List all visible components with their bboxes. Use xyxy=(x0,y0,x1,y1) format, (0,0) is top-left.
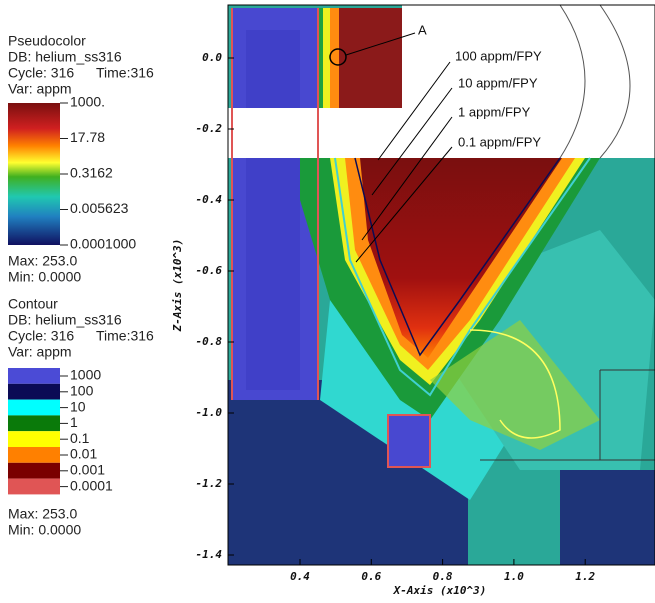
legend-cycle: Cycle: 316 xyxy=(8,65,74,81)
plot-area xyxy=(228,5,655,565)
legend-time: Time:316 xyxy=(96,65,154,81)
legend-var: Var: appm xyxy=(8,344,72,360)
x-tick-label: 1.2 xyxy=(575,570,595,583)
legend-var: Var: appm xyxy=(8,81,72,97)
y-tick-label: -1.2 xyxy=(196,477,223,490)
contour-label: 1 xyxy=(70,414,78,430)
annotation: 0.1 appm/FPY xyxy=(458,134,541,149)
color-bar-label: 17.78 xyxy=(70,129,105,145)
legend-cycle: Cycle: 316 xyxy=(8,328,74,344)
legend-max: Max: 253.0 xyxy=(8,506,77,522)
legend-min: Min: 0.0000 xyxy=(8,522,81,538)
legend-db: DB: helium_ss316 xyxy=(8,312,122,328)
contour-label: 100 xyxy=(70,383,94,399)
annotation: A xyxy=(418,22,427,37)
legend-db: DB: helium_ss316 xyxy=(8,49,122,65)
contour-swatch xyxy=(8,368,60,384)
contour-swatch xyxy=(8,447,60,463)
x-tick-label: 0.6 xyxy=(361,570,381,583)
y-tick-label: -0.8 xyxy=(196,335,223,348)
annotation: 1 appm/FPY xyxy=(458,104,531,119)
contour-swatch xyxy=(8,400,60,416)
contour-swatch xyxy=(8,384,60,400)
y-tick-label: -0.6 xyxy=(196,264,223,277)
color-bar xyxy=(8,103,60,245)
contour-label: 0.0001 xyxy=(70,477,113,493)
visualization: PseudocolorDB: helium_ss316Cycle: 316Tim… xyxy=(0,0,655,598)
x-tick-label: 1.0 xyxy=(504,570,524,583)
y-tick-label: -1.4 xyxy=(196,548,223,561)
legend-min: Min: 0.0000 xyxy=(8,269,81,285)
contour-swatch xyxy=(8,431,60,447)
contour-label: 0.1 xyxy=(70,430,90,446)
color-bar-label: 0.0001000 xyxy=(70,236,136,252)
contour-swatch xyxy=(8,415,60,431)
contour-swatch xyxy=(8,463,60,479)
contour-swatch xyxy=(8,479,60,495)
x-tick-label: 0.8 xyxy=(433,570,453,583)
color-bar-label: 0.005623 xyxy=(70,200,129,216)
contour-label: 1000 xyxy=(70,367,101,383)
legend-title: Contour xyxy=(8,296,58,312)
x-tick-label: 0.4 xyxy=(290,570,310,583)
contour-label: 0.01 xyxy=(70,446,97,462)
annotation: 100 appm/FPY xyxy=(455,48,542,63)
legend-max: Max: 253.0 xyxy=(8,253,77,269)
annotation: 10 appm/FPY xyxy=(458,75,538,90)
y-tick-label: -0.2 xyxy=(196,122,223,135)
contour-label: 0.001 xyxy=(70,462,105,478)
color-bar-label: 1000. xyxy=(70,94,105,110)
y-tick-label: 0.0 xyxy=(202,51,222,64)
y-tick-label: -1.0 xyxy=(196,406,223,419)
y-tick-label: -0.4 xyxy=(196,193,223,206)
y-axis-label: Z-Axis (x10^3) xyxy=(171,239,184,333)
contour-label: 10 xyxy=(70,398,86,414)
legend-title: Pseudocolor xyxy=(8,33,86,49)
x-axis-label: X-Axis (x10^3) xyxy=(393,584,487,597)
color-bar-label: 0.3162 xyxy=(70,165,113,181)
legend-time: Time:316 xyxy=(96,328,154,344)
